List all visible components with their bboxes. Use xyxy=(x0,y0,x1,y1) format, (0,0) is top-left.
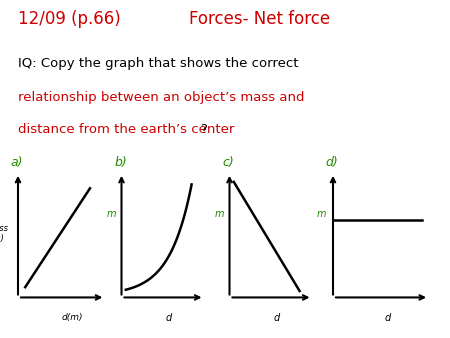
Text: d: d xyxy=(274,313,279,323)
Text: d: d xyxy=(384,313,391,323)
Text: mass
(g): mass (g) xyxy=(0,223,9,243)
Text: b): b) xyxy=(115,156,127,169)
Text: d): d) xyxy=(325,156,338,169)
Text: distance from the earth’s center: distance from the earth’s center xyxy=(18,123,234,136)
Text: ?: ? xyxy=(200,123,207,136)
Text: relationship between an object’s mass and: relationship between an object’s mass an… xyxy=(18,91,305,104)
Text: 12/09 (p.66): 12/09 (p.66) xyxy=(18,10,121,28)
Text: Forces- Net force: Forces- Net force xyxy=(189,10,330,28)
Text: c): c) xyxy=(223,156,234,169)
Text: m: m xyxy=(107,209,116,219)
Text: IQ: Copy the graph that shows the correct: IQ: Copy the graph that shows the correc… xyxy=(18,57,298,70)
Text: d(m): d(m) xyxy=(61,313,83,322)
Text: a): a) xyxy=(11,156,23,169)
Text: m: m xyxy=(316,209,326,219)
Text: d: d xyxy=(166,313,171,323)
Text: m: m xyxy=(215,209,224,219)
